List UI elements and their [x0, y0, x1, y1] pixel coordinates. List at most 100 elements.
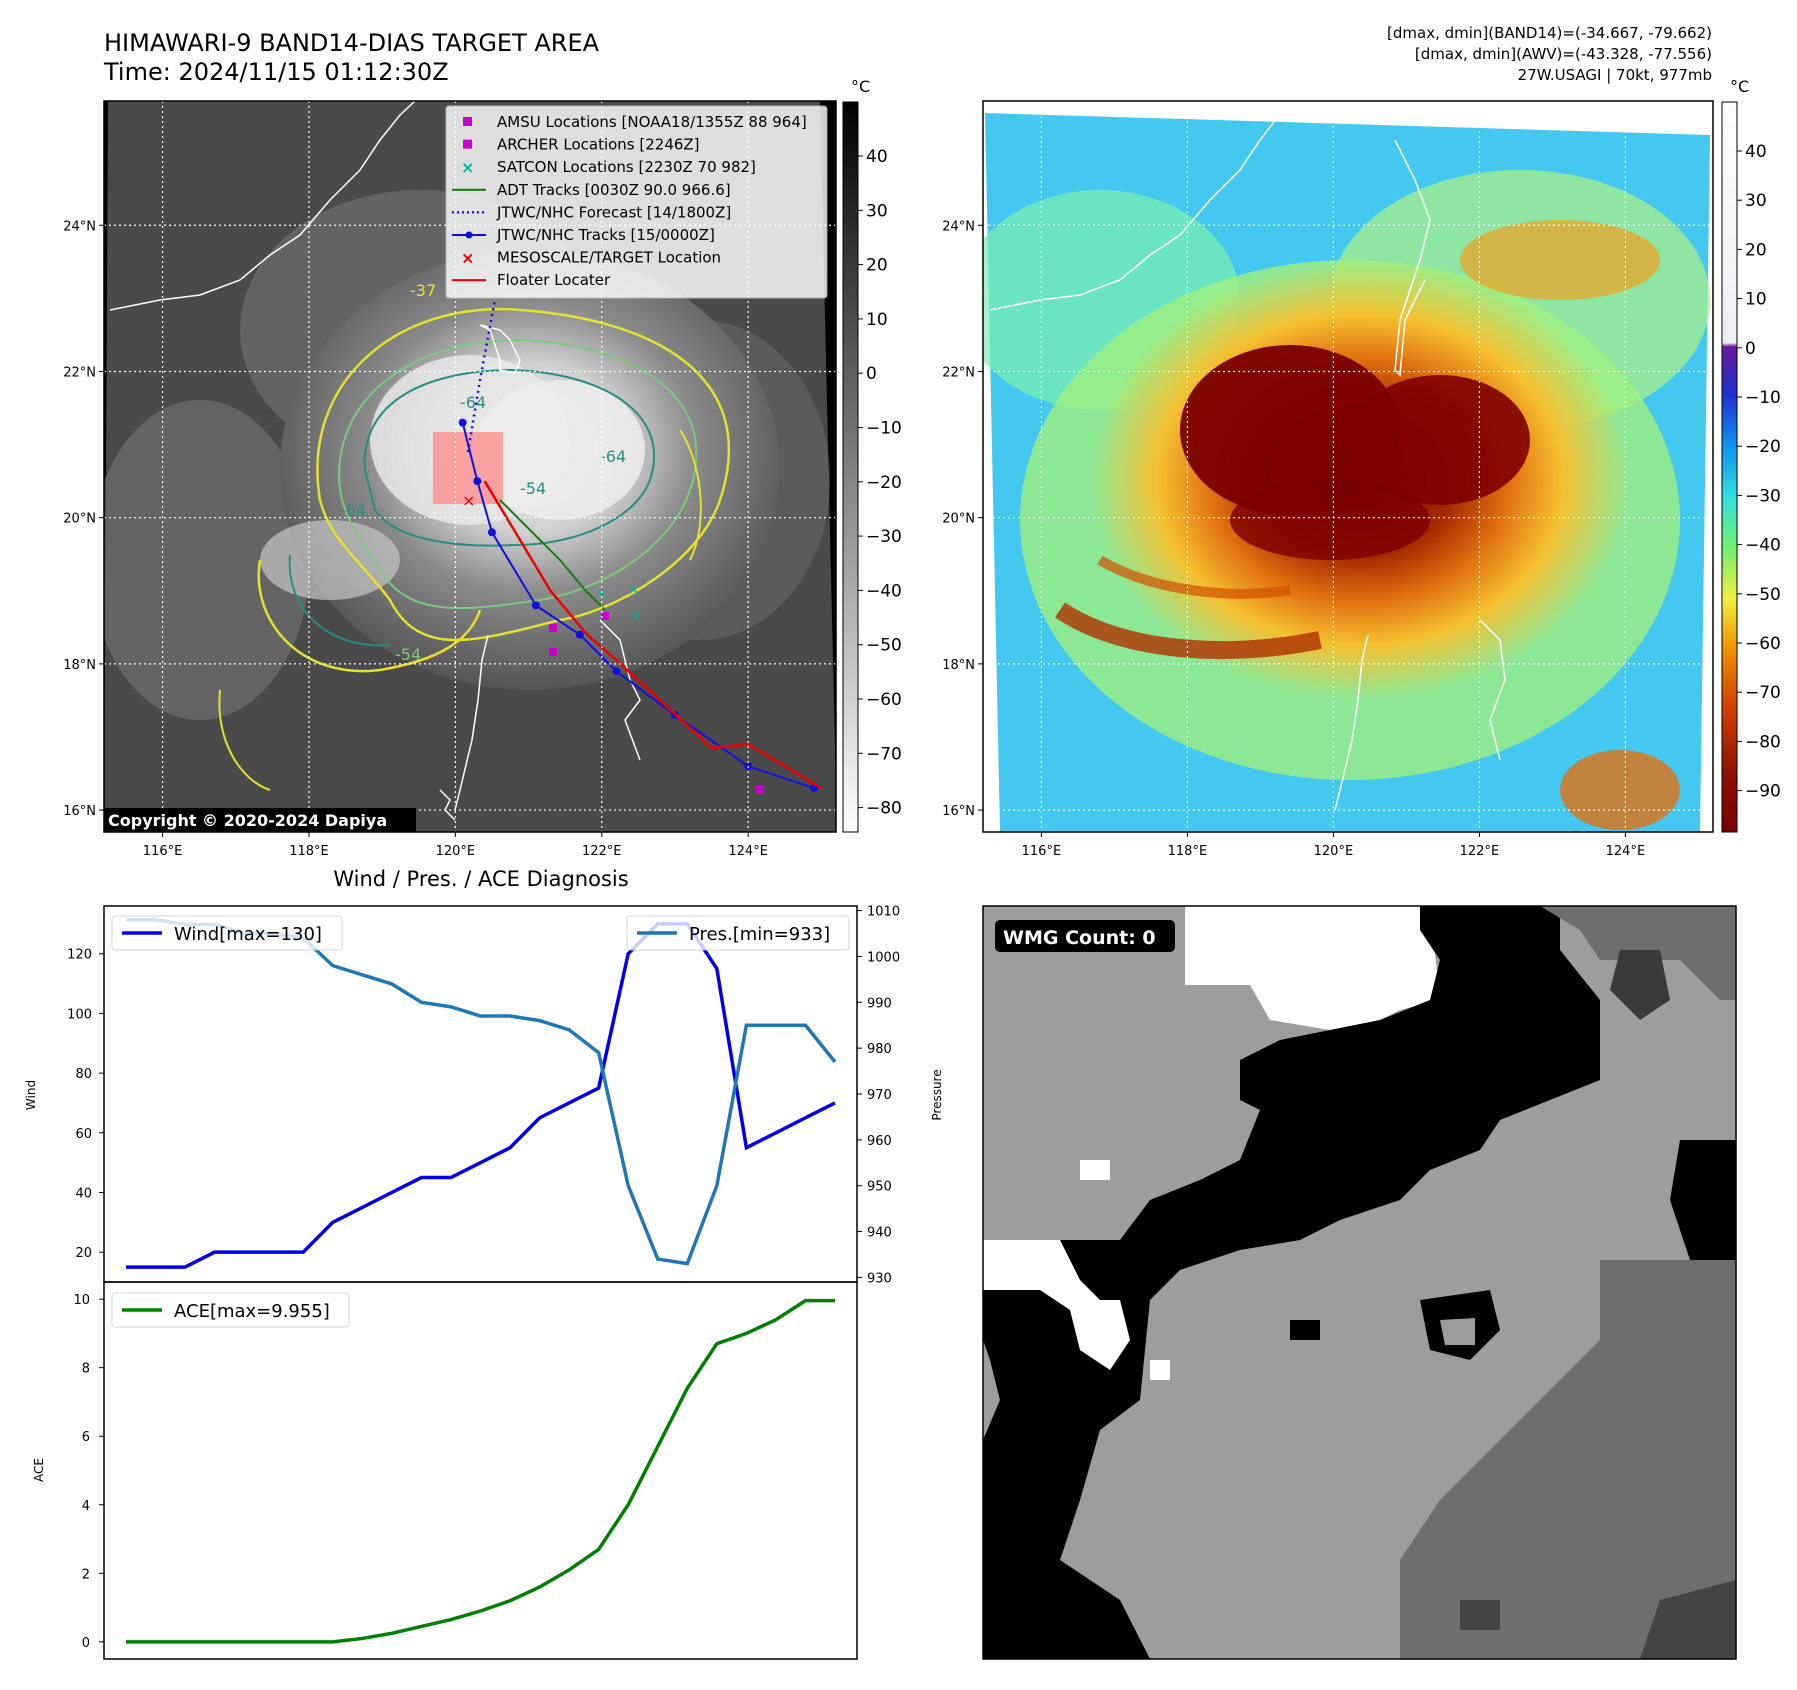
svg-text:×: ×	[461, 158, 474, 177]
jtwc-track-point	[612, 667, 621, 676]
colorbar-tick-label: −20	[1745, 437, 1781, 457]
pressure-tick-label: 970	[867, 1088, 892, 1103]
copyright: Copyright © 2020-2024 Dapiya	[108, 811, 387, 830]
colorbar-tick-label: 30	[866, 201, 888, 221]
lat-tick-label: 22°N	[63, 365, 96, 380]
colorbar-unit: °C	[851, 77, 870, 96]
lon-tick-label: 122°E	[1460, 844, 1500, 859]
legend-label: MESOSCALE/TARGET Location	[497, 249, 721, 267]
legend-item: × SATCON Locations [2230Z 70 982]	[461, 158, 756, 177]
colorbar-tick-label: 10	[866, 310, 888, 330]
svg-text:×: ×	[596, 586, 608, 602]
pressure-axis-label: Pressure	[930, 1069, 944, 1120]
legend-label: SATCON Locations [2230Z 70 982]	[497, 158, 756, 176]
legend-item: Floater Locater	[452, 271, 611, 289]
stats-storm: 27W.USAGI | 70kt, 977mb	[1518, 66, 1712, 84]
lon-tick-label: 120°E	[1314, 844, 1354, 859]
colorbar-tick-label: 30	[1745, 191, 1767, 211]
jtwc-track-point	[458, 418, 467, 427]
ir-color-map: 116°E 118°E 120°E 122°E 124°E 24°N 22°N 20°N 18°…	[942, 77, 1781, 859]
pressure-legend: Pres.[min=933]	[626, 915, 850, 951]
colorbar-tick-label: −90	[1745, 782, 1781, 802]
colorbar-tick-label: 10	[1745, 290, 1767, 310]
legend-item: × MESOSCALE/TARGET Location	[461, 249, 721, 268]
legend-label: AMSU Locations [NOAA18/1355Z 88 964]	[497, 113, 807, 131]
ir-gray-map: -64 -54 -64 -54 -64 -37 × × ×	[63, 77, 902, 859]
colorbar-tick-label: −60	[1745, 634, 1781, 654]
wind-tick-label: 40	[75, 1186, 92, 1201]
pressure-tick-label: 950	[867, 1180, 892, 1195]
figure-title: HIMAWARI-9 BAND14-DIAS TARGET AREA	[104, 29, 600, 57]
wind-tick-label: 100	[67, 1007, 92, 1022]
svg-text:×: ×	[461, 249, 474, 268]
legend-label: JTWC/NHC Tracks [15/0000Z]	[496, 226, 715, 244]
diagnosis-title: Wind / Pres. / ACE Diagnosis	[333, 867, 628, 891]
lat-tick-label: 24°N	[942, 219, 975, 234]
jtwc-track-point	[473, 477, 482, 486]
wind-tick-label: 60	[75, 1127, 92, 1142]
pressure-tick-label: 960	[867, 1134, 892, 1149]
stats-band14: [dmax, dmin](BAND14)=(-34.667, -79.662)	[1387, 24, 1712, 42]
contour-label: -64	[600, 447, 626, 466]
lat-tick-label: 20°N	[63, 512, 96, 527]
wind-series-line	[126, 922, 836, 1269]
colorbar-tick-label: 20	[866, 256, 888, 276]
lon-tick-label: 116°E	[143, 844, 183, 859]
figure-time: Time: 2024/11/15 01:12:30Z	[103, 58, 449, 86]
contour-label: -64	[340, 501, 366, 520]
colorbar-tick-label: −80	[1745, 732, 1781, 752]
colorbar-tick-label: −40	[866, 581, 902, 601]
contour-label: -37	[410, 281, 436, 300]
ace-legend: ACE[max=9.955]	[111, 1292, 350, 1328]
wind-axis-label: Wind	[24, 1080, 38, 1110]
legend-item: AMSU Locations [NOAA18/1355Z 88 964]	[463, 113, 807, 131]
wind-tick-label: 20	[75, 1246, 92, 1261]
legend-item: JTWC/NHC Forecast [14/1800Z]	[452, 203, 731, 221]
colorbar-tick-label: −60	[866, 690, 902, 710]
colorbar-tick-label: 0	[1745, 339, 1756, 359]
lon-tick-label: 124°E	[728, 844, 768, 859]
colorbar-tick-label: −70	[866, 744, 902, 764]
ace-axis-label: ACE	[32, 1458, 46, 1482]
wind-tick-label: 120	[67, 948, 92, 963]
gray-colorbar	[842, 101, 859, 833]
ace-tick-label: 6	[82, 1430, 90, 1445]
colorbar-tick-label: −50	[866, 636, 902, 656]
colorbar-tick-label: −40	[1745, 536, 1781, 556]
ace-legend-label: ACE[max=9.955]	[174, 1301, 330, 1322]
pressure-tick-label: 940	[867, 1226, 892, 1241]
ace-series-line	[126, 1298, 835, 1644]
ace-tick-label: 8	[82, 1362, 90, 1377]
lon-tick-label: 116°E	[1022, 844, 1062, 859]
colorbar-tick-label: −30	[866, 527, 902, 547]
lon-tick-label: 120°E	[436, 844, 476, 859]
jtwc-track-point	[575, 630, 584, 639]
colorbar-tick-label: 40	[1745, 142, 1767, 162]
colorbar-tick-label: −50	[1745, 585, 1781, 605]
lat-tick-label: 18°N	[942, 658, 975, 673]
colorbar-tick-label: −20	[866, 473, 902, 493]
svg-text:×: ×	[630, 608, 642, 624]
ace-tick-label: 0	[82, 1636, 90, 1651]
lon-tick-label: 118°E	[289, 844, 329, 859]
svg-text:×: ×	[628, 582, 640, 598]
ace-tick-label: 10	[73, 1293, 90, 1308]
wind-tick-label: 80	[75, 1067, 92, 1082]
pressure-tick-label: 930	[867, 1271, 892, 1286]
jtwc-track-point	[487, 528, 496, 537]
wind-legend-label: Wind[max=130]	[174, 924, 322, 945]
map-legend: AMSU Locations [NOAA18/1355Z 88 964] ARCH…	[445, 105, 828, 299]
ace-tick-label: 4	[82, 1499, 90, 1514]
pressure-tick-label: 1010	[867, 905, 900, 920]
colorbar-tick-label: −10	[1745, 388, 1781, 408]
pressure-tick-label: 1000	[867, 950, 900, 965]
contour-label: -54	[395, 645, 421, 664]
colorbar-tick-label: −80	[866, 799, 902, 819]
legend-item: JTWC/NHC Tracks [15/0000Z]	[452, 226, 715, 244]
lat-tick-label: 16°N	[942, 804, 975, 819]
ace-tick-label: 2	[82, 1567, 90, 1582]
pressure-tick-label: 990	[867, 996, 892, 1011]
diagnosis-chart: Wind / Pres. / ACE Diagnosis Wind Pressu…	[24, 867, 944, 1660]
contour-label: -64	[460, 393, 486, 412]
